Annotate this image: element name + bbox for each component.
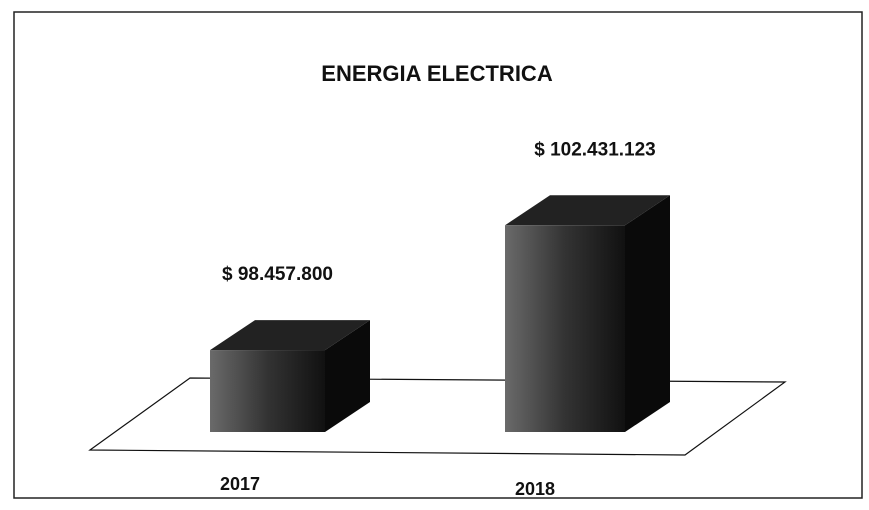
bar-top xyxy=(505,195,670,226)
bar xyxy=(505,225,625,432)
value-label: $ 102.431.123 xyxy=(534,139,656,160)
bar xyxy=(210,350,325,432)
x-tick-label: 2017 xyxy=(220,474,260,494)
x-tick-label: 2018 xyxy=(515,479,555,499)
chart-title: ENERGIA ELECTRICA xyxy=(321,61,553,86)
value-label: $ 98.457.800 xyxy=(222,264,333,285)
floor xyxy=(88,377,787,456)
bar-side xyxy=(625,195,670,432)
bar-top xyxy=(210,320,370,351)
bar-side xyxy=(325,320,370,432)
